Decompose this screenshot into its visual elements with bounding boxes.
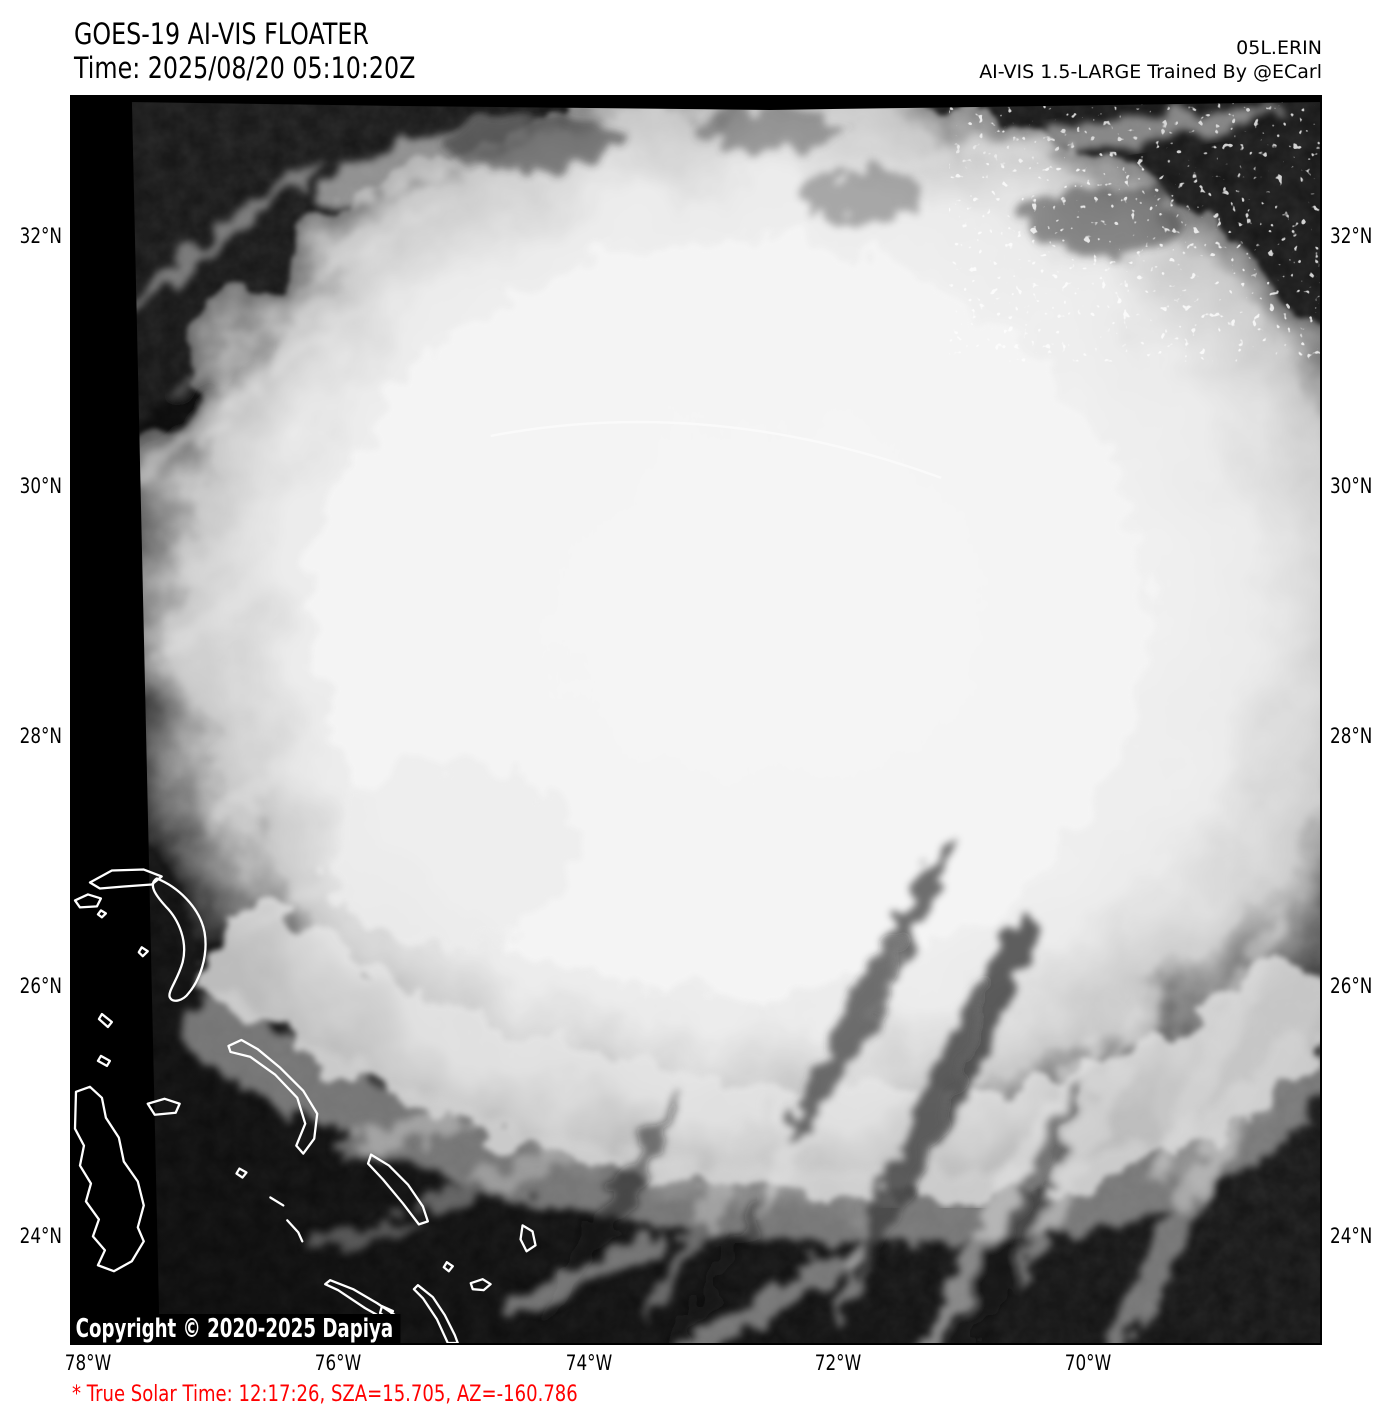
coast-long-island bbox=[412, 1284, 459, 1343]
lat-tick-right-26n: 26°N bbox=[1330, 974, 1373, 998]
model-credit: AI-VIS 1.5-LARGE Trained By @ECarl bbox=[979, 61, 1322, 83]
northeast-speckle-clouds bbox=[891, 97, 1320, 362]
lat-tick-left-30n: 30°N bbox=[19, 474, 62, 498]
coast-san-salvador bbox=[519, 1224, 537, 1253]
lon-tick-74w: 74°W bbox=[565, 1351, 613, 1375]
coast-eleuthera bbox=[227, 1038, 319, 1155]
coast-islet-dot2 bbox=[137, 946, 149, 958]
lat-tick-left-26n: 26°N bbox=[19, 974, 62, 998]
coast-grand-bahama bbox=[88, 868, 163, 890]
image-timestamp: Time: 2025/08/20 05:10:20Z bbox=[74, 51, 416, 85]
coast-new-providence bbox=[146, 1097, 181, 1116]
coast-andros bbox=[73, 1085, 145, 1273]
satellite-image bbox=[72, 97, 1320, 1343]
lat-tick-right-32n: 32°N bbox=[1330, 224, 1373, 248]
lon-tick-76w: 76°W bbox=[314, 1351, 362, 1375]
lon-tick-72w: 72°W bbox=[814, 1351, 862, 1375]
lat-tick-left-28n: 28°N bbox=[19, 724, 62, 748]
scattered-low-clouds bbox=[302, 1112, 865, 1343]
coast-exuma-1 bbox=[269, 1196, 285, 1207]
coast-islet-west bbox=[73, 893, 103, 909]
header-right-block: 05L.ERIN AI-VIS 1.5-LARGE Trained By @EC… bbox=[979, 36, 1322, 84]
coast-islet-dot6 bbox=[442, 1261, 454, 1273]
satellite-image-frame bbox=[70, 95, 1322, 1345]
coast-abaco bbox=[151, 877, 207, 1002]
coast-islet-dot1 bbox=[96, 909, 108, 919]
copyright-badge: Copyright © 2020-2025 Dapiya bbox=[70, 1314, 401, 1345]
no-data-wedge bbox=[72, 97, 1320, 1343]
lat-tick-right-30n: 30°N bbox=[1330, 474, 1373, 498]
lon-tick-70w: 70°W bbox=[1064, 1351, 1112, 1375]
lat-tick-left-32n: 32°N bbox=[19, 224, 62, 248]
lat-tick-right-24n: 24°N bbox=[1330, 1224, 1373, 1248]
coast-exuma-2 bbox=[286, 1219, 304, 1243]
coast-islet-dot5 bbox=[235, 1167, 248, 1179]
coast-islet-oval bbox=[469, 1278, 492, 1292]
lat-tick-right-28n: 28°N bbox=[1330, 724, 1373, 748]
coast-islet-dot3 bbox=[97, 1012, 114, 1029]
storm-id: 05L.ERIN bbox=[1236, 37, 1322, 59]
solar-time-note: * True Solar Time: 12:17:26, SZA=15.705,… bbox=[72, 1382, 578, 1407]
lon-tick-78w: 78°W bbox=[64, 1351, 112, 1375]
lat-tick-left-24n: 24°N bbox=[19, 1224, 62, 1248]
coast-islet-dot4 bbox=[96, 1054, 112, 1068]
coast-cat-island bbox=[366, 1153, 430, 1226]
southeast-streak-field bbox=[535, 844, 1285, 1343]
product-title: GOES-19 AI-VIS FLOATER bbox=[74, 17, 369, 51]
